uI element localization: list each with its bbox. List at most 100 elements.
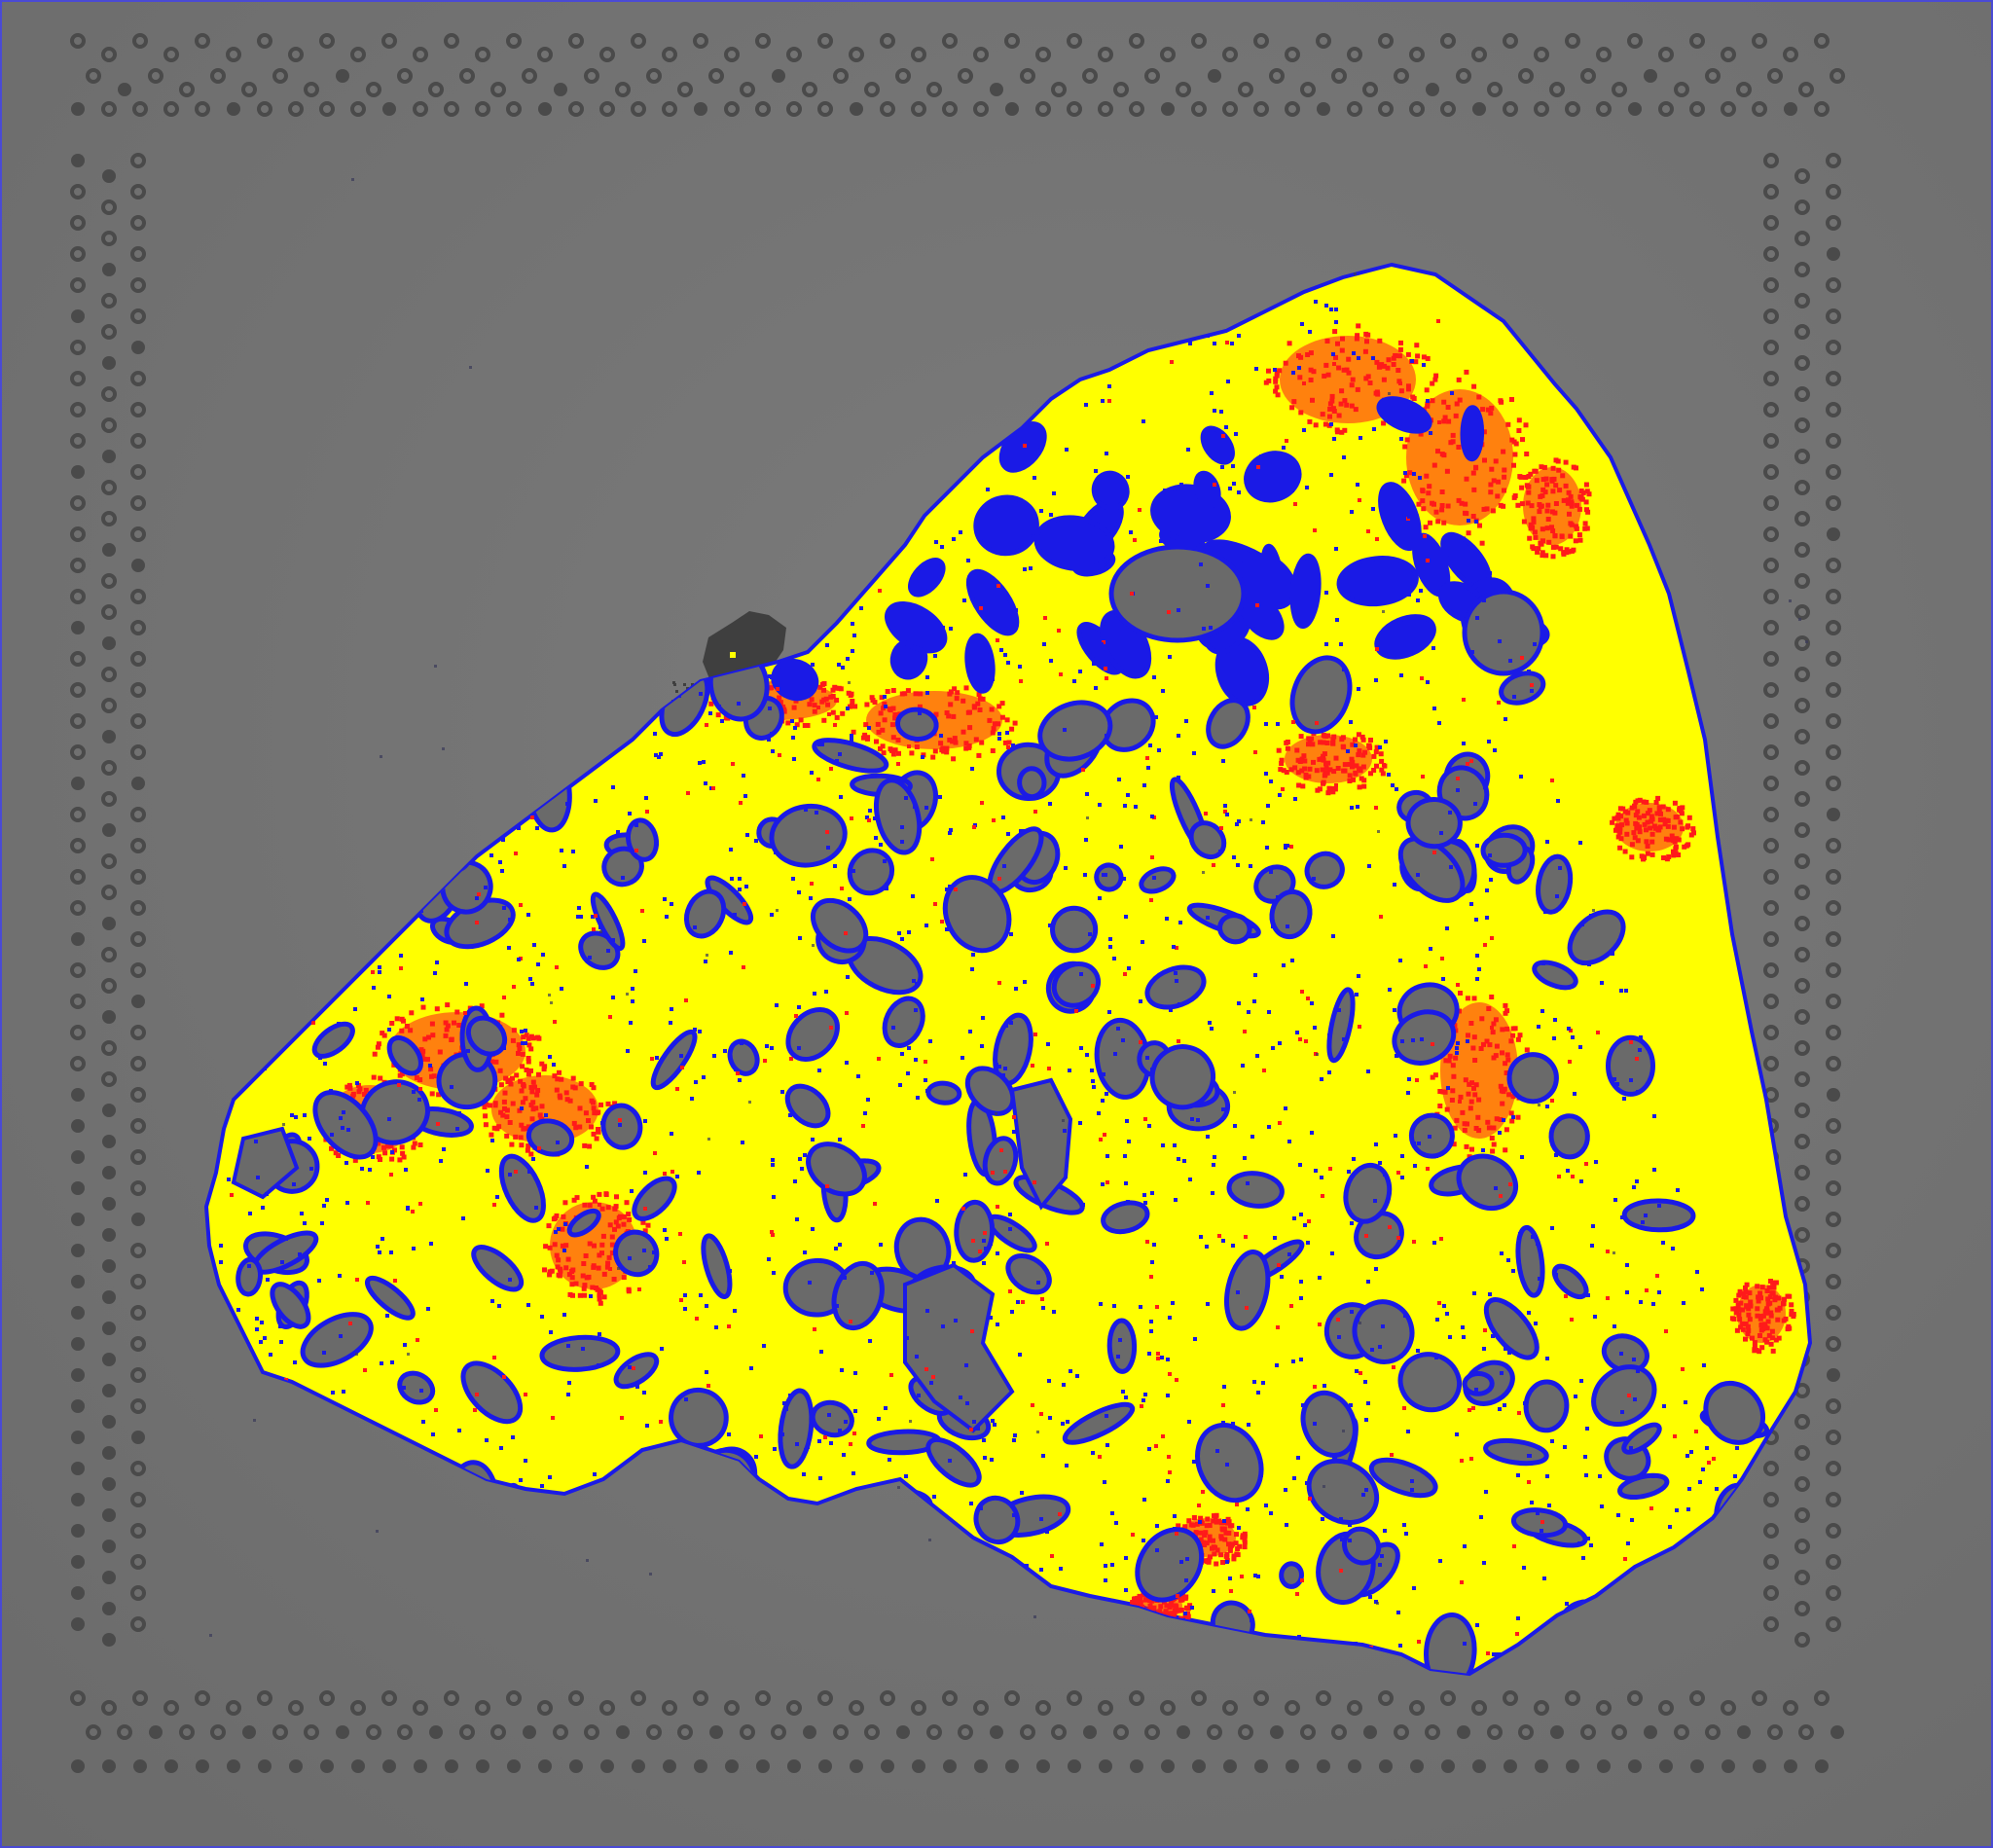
fiducial-dot [1566, 1759, 1579, 1773]
tissue-hole [1506, 1052, 1559, 1105]
fiducial-ring [849, 47, 864, 62]
fiducial-ring [864, 82, 880, 97]
fiducial-dot [71, 1119, 85, 1133]
fiducial-ring [1238, 82, 1253, 97]
fiducial-ring [1826, 1554, 1841, 1570]
tissue-hole [311, 1021, 355, 1059]
fiducial-dot [476, 1759, 489, 1773]
fiducial-ring [1794, 760, 1810, 776]
tissue-hole [1244, 451, 1302, 503]
tissue-hole [613, 1229, 660, 1278]
fiducial-ring [1176, 82, 1191, 97]
fiducial-ring [1794, 1009, 1810, 1025]
fiducial-dot [1827, 247, 1840, 261]
fiducial-ring [1394, 1724, 1409, 1740]
fiducial-ring [70, 682, 86, 698]
fiducial-ring [677, 1724, 693, 1740]
fiducial-ring [1020, 1724, 1035, 1740]
tissue-hole [1341, 1526, 1382, 1566]
tissue-hole [1033, 515, 1115, 572]
fiducial-dot [632, 1759, 645, 1773]
fiducial-ring [1794, 698, 1810, 713]
fiducial-dot [71, 1213, 85, 1226]
fiducial-ring [1826, 1398, 1841, 1414]
fiducial-ring [599, 1700, 615, 1716]
tissue-hole [364, 1275, 416, 1321]
fiducial-ring [895, 68, 911, 84]
fiducial-ring [1826, 184, 1841, 199]
fiducial-dot [1721, 1759, 1735, 1773]
fiducial-dot [1504, 1759, 1517, 1773]
fiducial-dot [943, 1759, 957, 1773]
fiducial-dot [803, 1725, 816, 1739]
fiducial-ring [1763, 340, 1779, 355]
fiducial-ring [537, 47, 553, 62]
tissue-hole [964, 1066, 1016, 1116]
tissue-hole [1408, 1112, 1455, 1159]
tissue-hole [973, 1495, 1021, 1545]
fiducial-dot [71, 1337, 85, 1351]
fiducial-dot [102, 1010, 116, 1024]
tissue-hole [1532, 960, 1578, 991]
tissue-hole [1606, 1034, 1655, 1097]
fiducial-frame-right [1763, 153, 1841, 1648]
fiducial-ring [1763, 682, 1779, 698]
tissue-hole [1017, 766, 1047, 800]
tissue-hole [1352, 1299, 1415, 1364]
fiducial-ring [70, 215, 86, 231]
fiducial-dot [102, 1228, 116, 1242]
fiducial-dot [71, 1617, 85, 1631]
fiducial-ring [70, 277, 86, 293]
fiducial-ring [771, 1724, 786, 1740]
fiducial-ring [1794, 355, 1810, 371]
fiducial-ring [1794, 231, 1810, 246]
tissue-hole [771, 658, 819, 702]
fiducial-ring [130, 277, 146, 293]
fiducial-dot [336, 69, 349, 83]
fiducial-dot [149, 1725, 163, 1739]
fiducial-dot [663, 1759, 676, 1773]
fiducial-ring [1191, 1690, 1207, 1706]
fiducial-dot [1130, 1759, 1143, 1773]
fiducial-dot [1644, 1725, 1657, 1739]
red-cluster [1610, 795, 1696, 862]
fiducial-ring [257, 33, 272, 49]
fiducial-ring [1794, 511, 1810, 526]
fiducial-dot [1535, 1759, 1548, 1773]
fiducial-ring [1471, 1700, 1487, 1716]
fiducial-ring [381, 33, 397, 49]
fiducial-dot [756, 1759, 770, 1773]
fiducial-ring [553, 1724, 568, 1740]
fiducial-ring [130, 433, 146, 449]
fiducial-ring [1794, 262, 1810, 277]
fiducial-ring [1160, 47, 1176, 62]
fiducial-ring [1794, 947, 1810, 962]
tissue-hole [1091, 470, 1130, 511]
fiducial-ring [786, 1700, 802, 1716]
fiducial-dot [881, 1759, 894, 1773]
fiducial-ring [101, 1700, 117, 1716]
fiducial-ring [1191, 101, 1207, 117]
fiducial-ring [1067, 33, 1082, 49]
fiducial-ring [101, 1040, 117, 1056]
fiducial-ring [1285, 1700, 1300, 1716]
fiducial-ring [397, 1724, 413, 1740]
fiducial-ring [817, 101, 833, 117]
fiducial-ring [1794, 1632, 1810, 1648]
fiducial-dot [71, 154, 85, 167]
tissue-hole [1621, 1422, 1662, 1455]
fiducial-dot [896, 1725, 910, 1739]
fiducial-ring [1316, 1690, 1331, 1706]
fiducial-ring [1051, 82, 1067, 97]
fiducial-ring [740, 1724, 755, 1740]
fiducial-ring [631, 1690, 646, 1706]
fiducial-dot [102, 1602, 116, 1615]
fiducial-ring [1794, 449, 1810, 464]
fiducial-ring [1794, 1071, 1810, 1087]
fiducial-ring [1067, 101, 1082, 117]
fiducial-dot [1223, 1759, 1237, 1773]
fiducial-ring [584, 1724, 599, 1740]
fiducial-ring [1794, 386, 1810, 402]
fiducial-ring [130, 1087, 146, 1103]
